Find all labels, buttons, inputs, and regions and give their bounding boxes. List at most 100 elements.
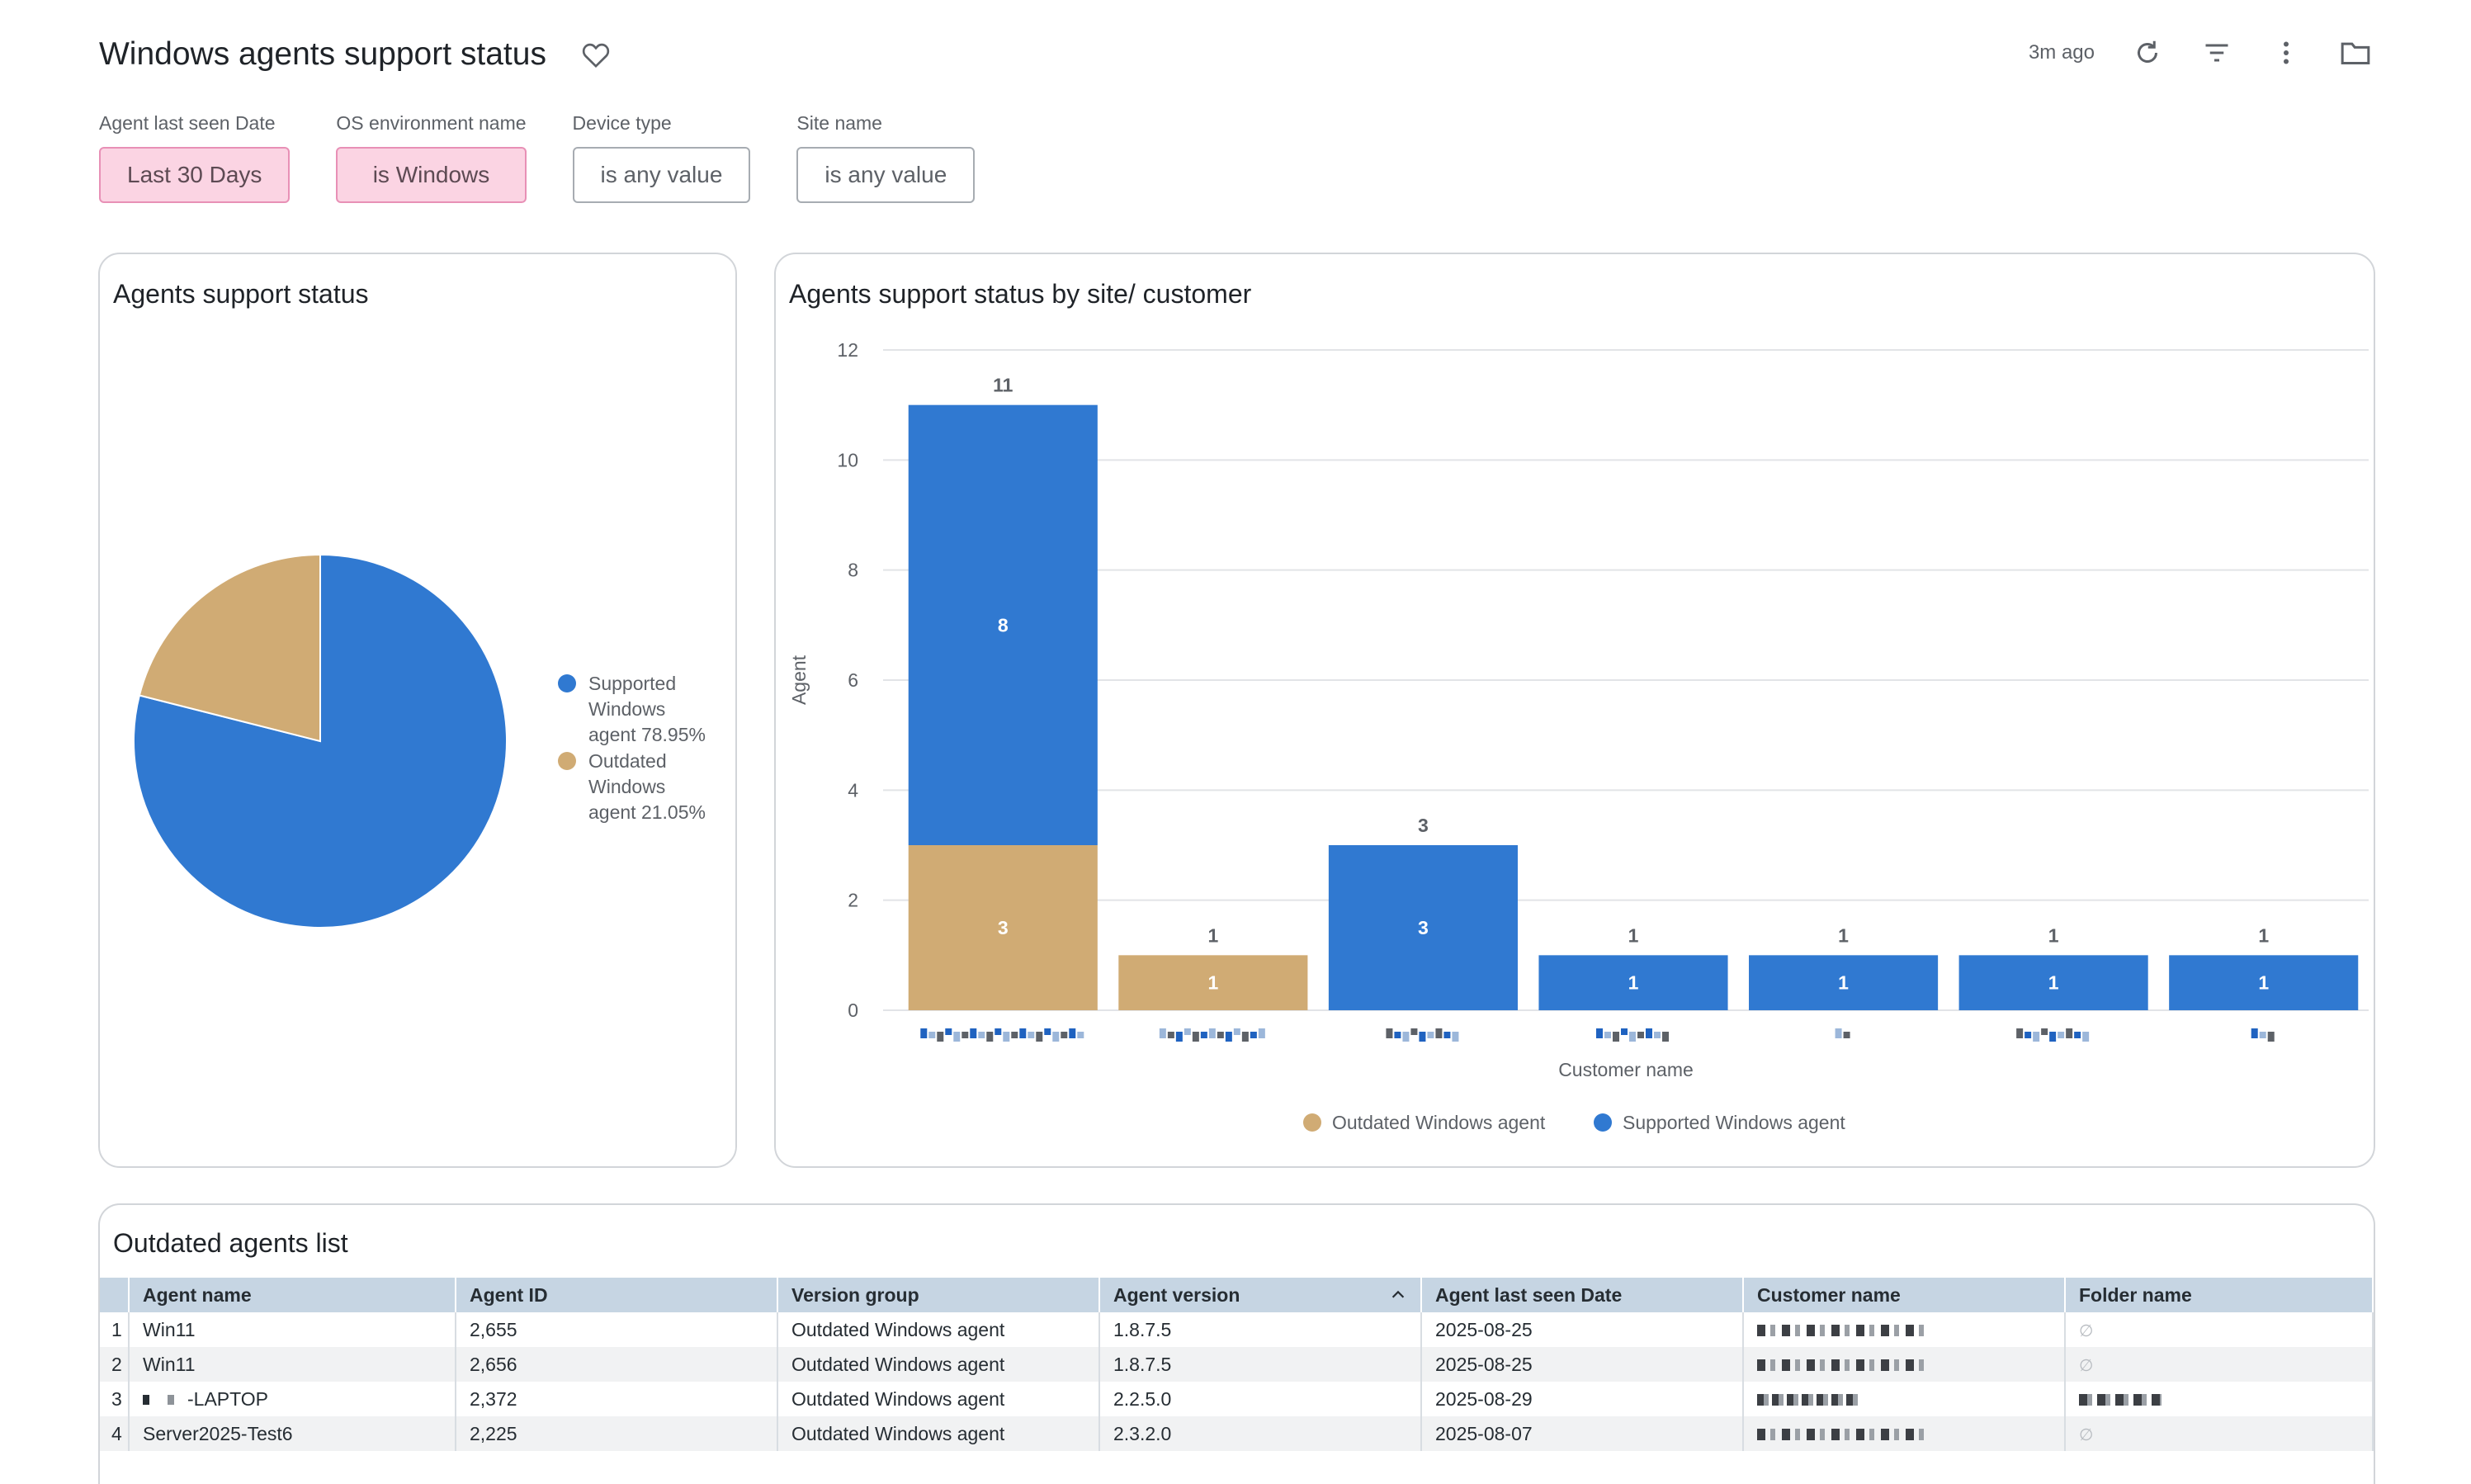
null-symbol-icon: ∅ <box>2079 1425 2094 1444</box>
legend-label: Outdated Windows agent <box>1332 1112 1546 1133</box>
bar-value-label: 1 <box>1838 972 1849 994</box>
y-tick-label: 8 <box>848 560 858 581</box>
column-header-agent-id[interactable]: Agent ID <box>456 1278 778 1312</box>
cell-folder-name-null[interactable]: ∅ <box>2065 1416 2374 1451</box>
cell-customer-name-redacted[interactable] <box>1743 1416 2066 1451</box>
cell-last-seen[interactable]: 2025-08-25 <box>1421 1347 1744 1382</box>
filter-label: OS environment name <box>336 112 527 134</box>
bar-total-label: 3 <box>1418 815 1429 836</box>
cell-agent-version[interactable]: 1.8.7.5 <box>1099 1347 1422 1382</box>
bar-value-label: 1 <box>1207 972 1218 994</box>
cell-agent-name[interactable]: -LAPTOP <box>129 1382 456 1416</box>
bar-segment[interactable] <box>1328 845 1518 1010</box>
table-row[interactable]: 3 -LAPTOP 2,372 Outdated Windows agent 2… <box>100 1382 2374 1416</box>
legend-swatch <box>558 752 576 770</box>
filter-icon[interactable] <box>2200 36 2233 69</box>
cell-last-seen[interactable]: 2025-08-07 <box>1421 1416 1744 1451</box>
bar-card-title: Agents support status by site/ customer <box>789 279 1252 309</box>
cell-folder-name-null[interactable]: ∅ <box>2065 1312 2374 1347</box>
cell-agent-name[interactable]: Win11 <box>129 1312 456 1347</box>
refresh-icon[interactable] <box>2131 36 2164 69</box>
bar-chart-card: Agents support status by site/ customer … <box>774 253 2375 1168</box>
column-header-folder-name[interactable]: Folder name <box>2065 1278 2374 1312</box>
pie-slice[interactable] <box>138 553 321 743</box>
cell-customer-name-redacted[interactable] <box>1743 1382 2066 1416</box>
filter-value-button[interactable]: Last 30 Days <box>99 147 291 203</box>
bar-total-label: 11 <box>993 375 1013 396</box>
x-tick-label-redacted <box>1386 1028 1459 1042</box>
row-number: 4 <box>100 1416 130 1451</box>
cell-version-group[interactable]: Outdated Windows agent <box>777 1382 1100 1416</box>
bar-total-label: 1 <box>1838 924 1849 946</box>
cell-last-seen[interactable]: 2025-08-25 <box>1421 1312 1744 1347</box>
filter-os-environment: OS environment name is Windows <box>336 112 527 203</box>
column-header-version-group[interactable]: Version group <box>777 1278 1100 1312</box>
bar-segment[interactable] <box>1958 955 2148 1010</box>
sort-ascending-icon[interactable] <box>1389 1286 1407 1304</box>
cell-agent-name[interactable]: Win11 <box>129 1347 456 1382</box>
legend-label: Supported Windows agent 78.95% <box>588 673 706 745</box>
filter-device-type: Device type is any value <box>572 112 751 203</box>
filter-label: Agent last seen Date <box>99 112 276 134</box>
cell-agent-version[interactable]: 2.3.2.0 <box>1099 1416 1422 1451</box>
cell-agent-id[interactable]: 2,656 <box>456 1347 778 1382</box>
cell-agent-id[interactable]: 2,225 <box>456 1416 778 1451</box>
column-header-agent-name[interactable]: Agent name <box>129 1278 456 1312</box>
x-tick-label-redacted <box>2251 1028 2275 1042</box>
legend-swatch <box>1303 1113 1321 1132</box>
legend-swatch <box>558 674 576 692</box>
y-tick-label: 2 <box>848 890 858 911</box>
favorite-heart-icon[interactable] <box>579 38 612 71</box>
cell-agent-name[interactable]: Server2025-Test6 <box>129 1416 456 1451</box>
bar-value-label: 3 <box>1418 917 1429 938</box>
filter-value-button[interactable]: is any value <box>796 147 976 203</box>
header-actions: 3m ago <box>2029 36 2372 69</box>
bar-total-label: 1 <box>1628 924 1639 946</box>
column-header-customer-name[interactable]: Customer name <box>1743 1278 2066 1312</box>
bar-segment[interactable] <box>1538 955 1728 1010</box>
bar-segment[interactable] <box>908 845 1098 1010</box>
outdated-agents-table: Agent name Agent ID Version group Agent … <box>100 1278 2374 1451</box>
x-tick-label-redacted <box>2016 1028 2090 1042</box>
y-tick-label: 10 <box>837 449 858 470</box>
cell-folder-name-null[interactable]: ∅ <box>2065 1347 2374 1382</box>
more-vertical-icon[interactable] <box>2270 36 2303 69</box>
dashboard-header: Windows agents support status 3m ago <box>99 31 2372 81</box>
bar-total-label: 1 <box>2258 924 2269 946</box>
filter-label: Device type <box>572 112 672 134</box>
filter-value-button[interactable]: is Windows <box>336 147 527 203</box>
bar-segment[interactable] <box>2169 955 2359 1010</box>
filter-value-button[interactable]: is any value <box>572 147 751 203</box>
cell-agent-version[interactable]: 1.8.7.5 <box>1099 1312 1422 1347</box>
cell-customer-name-redacted[interactable] <box>1743 1347 2066 1382</box>
column-header-last-seen[interactable]: Agent last seen Date <box>1421 1278 1744 1312</box>
row-number: 2 <box>100 1347 130 1382</box>
row-number: 3 <box>100 1382 130 1416</box>
table-row[interactable]: 4 Server2025-Test6 2,225 Outdated Window… <box>100 1416 2374 1451</box>
cell-agent-id[interactable]: 2,372 <box>456 1382 778 1416</box>
cell-agent-id[interactable]: 2,655 <box>456 1312 778 1347</box>
legend-swatch <box>1594 1113 1612 1132</box>
bar-value-label: 1 <box>2258 972 2269 994</box>
bar-segment[interactable] <box>1118 955 1308 1010</box>
agent-name-text: -LAPTOP <box>187 1387 268 1410</box>
dashboard-title: Windows agents support status <box>99 36 546 72</box>
bar-segment[interactable] <box>1749 955 1939 1010</box>
pie-chart: Supported Windows agent 78.95%Outdated Wind… <box>133 553 706 929</box>
folder-icon[interactable] <box>2339 36 2372 69</box>
cell-agent-version[interactable]: 2.2.5.0 <box>1099 1382 1422 1416</box>
cell-version-group[interactable]: Outdated Windows agent <box>777 1312 1100 1347</box>
outdated-agents-card: Outdated agents list Agent name Agent ID… <box>98 1203 2375 1484</box>
bar-segment[interactable] <box>908 404 1098 845</box>
column-header-agent-version[interactable]: Agent version <box>1099 1278 1422 1312</box>
filter-agent-last-seen: Agent last seen Date Last 30 Days <box>99 112 291 203</box>
legend-label: Supported Windows agent <box>1623 1112 1845 1133</box>
cell-last-seen[interactable]: 2025-08-29 <box>1421 1382 1744 1416</box>
cell-folder-name-redacted[interactable] <box>2065 1382 2374 1416</box>
table-row[interactable]: 1 Win11 2,655 Outdated Windows agent 1.8… <box>100 1312 2374 1347</box>
table-row[interactable]: 2 Win11 2,656 Outdated Windows agent 1.8… <box>100 1347 2374 1382</box>
y-tick-label: 4 <box>848 779 858 801</box>
cell-version-group[interactable]: Outdated Windows agent <box>777 1416 1100 1451</box>
cell-version-group[interactable]: Outdated Windows agent <box>777 1347 1100 1382</box>
cell-customer-name-redacted[interactable] <box>1743 1312 2066 1347</box>
